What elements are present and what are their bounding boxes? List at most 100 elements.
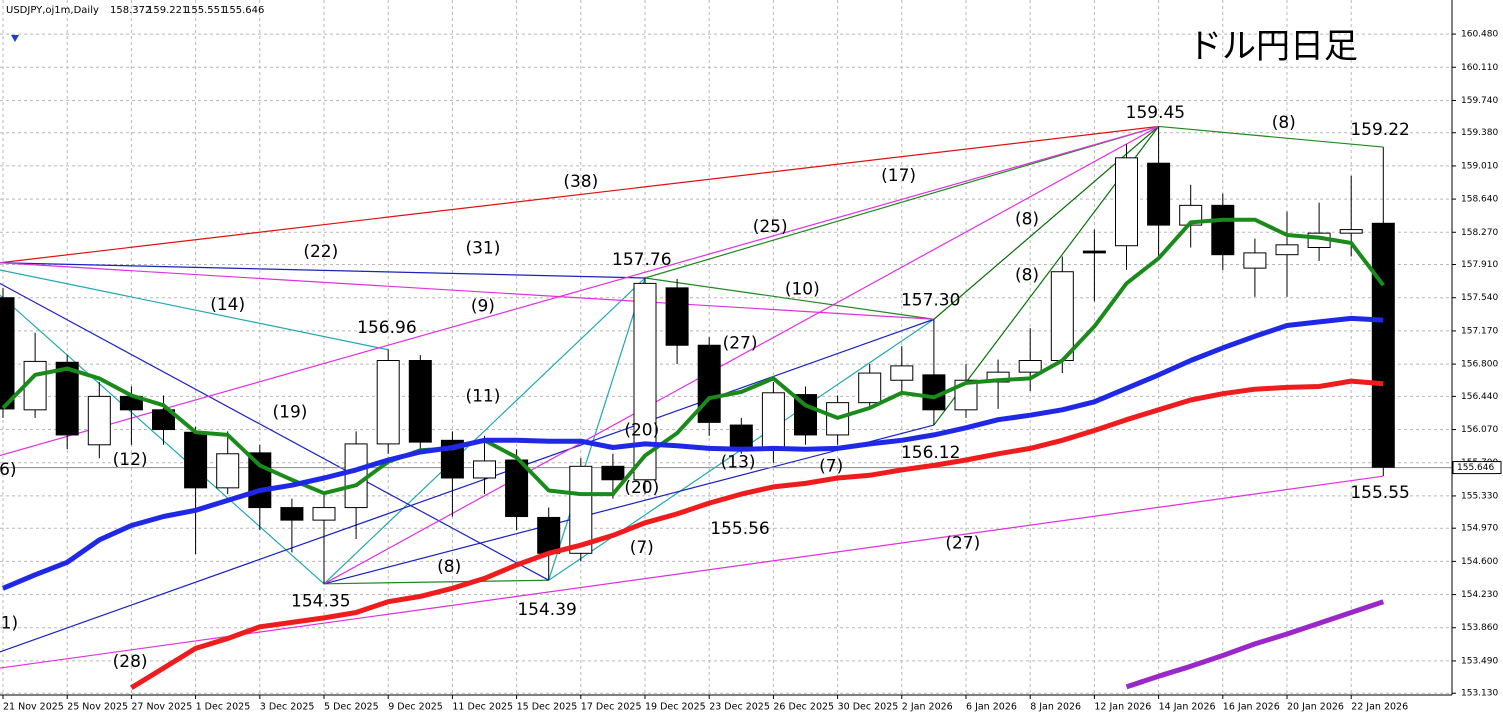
annotation: (14) bbox=[210, 295, 245, 315]
candle-body bbox=[761, 392, 785, 451]
y-tick-label: 159.380 bbox=[1461, 128, 1498, 138]
annotation: 155.55 bbox=[1350, 483, 1409, 503]
ma-line bbox=[130, 378, 1384, 690]
y-tick-label: 154.970 bbox=[1461, 524, 1498, 534]
x-tick-label: 1 Dec 2025 bbox=[196, 702, 251, 713]
x-tick-label: 3 Dec 2025 bbox=[260, 702, 315, 713]
candle-body bbox=[216, 453, 240, 489]
candle-body bbox=[1339, 229, 1363, 234]
x-tick-label: 21 Nov 2025 bbox=[3, 702, 64, 713]
trendline bbox=[0, 318, 935, 653]
annotation: (22) bbox=[303, 242, 338, 262]
trendline bbox=[323, 277, 646, 585]
trendline bbox=[323, 579, 549, 585]
annotation: 154.35 bbox=[291, 592, 350, 612]
trendline bbox=[548, 277, 646, 581]
candle-body bbox=[1371, 222, 1395, 468]
symbol: USDJPY,oj1m,Daily bbox=[6, 5, 99, 16]
y-tick-label: 156.440 bbox=[1461, 392, 1498, 402]
x-tick-label: 11 Dec 2025 bbox=[452, 702, 513, 713]
annotation: (8) bbox=[1272, 113, 1296, 133]
candle-body bbox=[1243, 252, 1267, 269]
y-tick-label: 157.910 bbox=[1461, 260, 1498, 270]
annotation: (27) bbox=[723, 333, 758, 353]
trendline bbox=[644, 125, 1159, 279]
annotation: (20) bbox=[624, 478, 659, 498]
candle-body bbox=[729, 424, 753, 448]
candle-body bbox=[633, 282, 657, 481]
candle-body bbox=[473, 460, 496, 479]
candle-body bbox=[408, 360, 432, 443]
y-tick-label: 159.010 bbox=[1461, 161, 1498, 171]
candle-body bbox=[280, 507, 304, 521]
ma-line bbox=[1125, 599, 1385, 690]
trendline bbox=[0, 269, 389, 351]
x-tick-label: 12 Jan 2026 bbox=[1094, 702, 1151, 713]
x-tick-label: 5 Dec 2025 bbox=[324, 702, 379, 713]
candle-body bbox=[537, 516, 561, 554]
trendline bbox=[0, 262, 646, 279]
trendline bbox=[0, 294, 325, 585]
last-price-label: 155.646 bbox=[1457, 463, 1494, 473]
candle-body bbox=[376, 360, 400, 445]
annotation: 159.45 bbox=[1126, 103, 1185, 123]
y-tick-label: 160.480 bbox=[1461, 30, 1498, 40]
annotation: (28) bbox=[113, 652, 148, 672]
x-tick-label: 2 Jan 2026 bbox=[902, 702, 953, 713]
candle-body bbox=[1018, 360, 1042, 373]
annotation: 156.96 bbox=[357, 318, 416, 338]
annotation: 157.76 bbox=[612, 250, 671, 270]
annotation: (31) bbox=[465, 238, 500, 258]
annotation: (7) bbox=[819, 456, 843, 476]
annotation: (11) bbox=[465, 386, 500, 406]
candle-body bbox=[601, 465, 625, 481]
candle-body bbox=[1211, 204, 1235, 256]
chart-title: ドル円日足 bbox=[1188, 27, 1358, 67]
x-tick-label: 19 Dec 2025 bbox=[645, 702, 706, 713]
annotation: (7) bbox=[630, 538, 654, 558]
annotation: (8) bbox=[437, 557, 461, 577]
candle-body bbox=[55, 361, 79, 436]
candle-body bbox=[344, 443, 368, 509]
annotation: 6) bbox=[0, 460, 17, 480]
header-price: 155.646 bbox=[223, 5, 264, 16]
annotation: 1) bbox=[1, 613, 18, 633]
annotation: 159.22 bbox=[1350, 120, 1409, 140]
y-tick-label: 160.110 bbox=[1461, 63, 1498, 73]
trendline bbox=[0, 282, 549, 581]
indicator-arrow bbox=[11, 35, 19, 42]
candle-body bbox=[312, 507, 336, 521]
candle-body bbox=[0, 297, 15, 410]
trendline bbox=[0, 125, 1159, 264]
y-tick-label: 154.600 bbox=[1461, 557, 1498, 567]
annotation: (38) bbox=[563, 172, 598, 192]
annotation: (8) bbox=[1015, 210, 1039, 230]
annotation: 157.30 bbox=[901, 290, 960, 310]
x-tick-label: 25 Nov 2025 bbox=[67, 702, 128, 713]
candle-body bbox=[1082, 250, 1106, 254]
candle-body bbox=[87, 395, 111, 446]
y-tick-label: 153.490 bbox=[1461, 656, 1498, 666]
candle-body bbox=[1147, 162, 1171, 226]
candle-body bbox=[248, 452, 272, 509]
y-tick-label: 153.130 bbox=[1461, 689, 1498, 699]
x-tick-label: 22 Jan 2026 bbox=[1351, 702, 1408, 713]
x-tick-label: 26 Dec 2025 bbox=[773, 702, 834, 713]
x-tick-label: 30 Dec 2025 bbox=[838, 702, 899, 713]
trendline bbox=[323, 125, 1159, 585]
annotation: (27) bbox=[945, 533, 980, 553]
y-tick-label: 155.330 bbox=[1461, 491, 1498, 501]
y-tick-label: 158.640 bbox=[1461, 195, 1498, 205]
candle-body bbox=[954, 379, 978, 411]
annotation: 155.56 bbox=[710, 519, 769, 539]
annotation: 156.12 bbox=[901, 443, 960, 463]
annotation: (19) bbox=[273, 403, 308, 423]
candle-body bbox=[858, 372, 882, 404]
x-tick-label: 6 Jan 2026 bbox=[966, 702, 1017, 713]
last-price-box bbox=[1452, 461, 1502, 475]
x-tick-label: 27 Nov 2025 bbox=[131, 702, 192, 713]
y-tick-label: 153.860 bbox=[1461, 623, 1498, 633]
x-tick-label: 16 Jan 2026 bbox=[1223, 702, 1280, 713]
